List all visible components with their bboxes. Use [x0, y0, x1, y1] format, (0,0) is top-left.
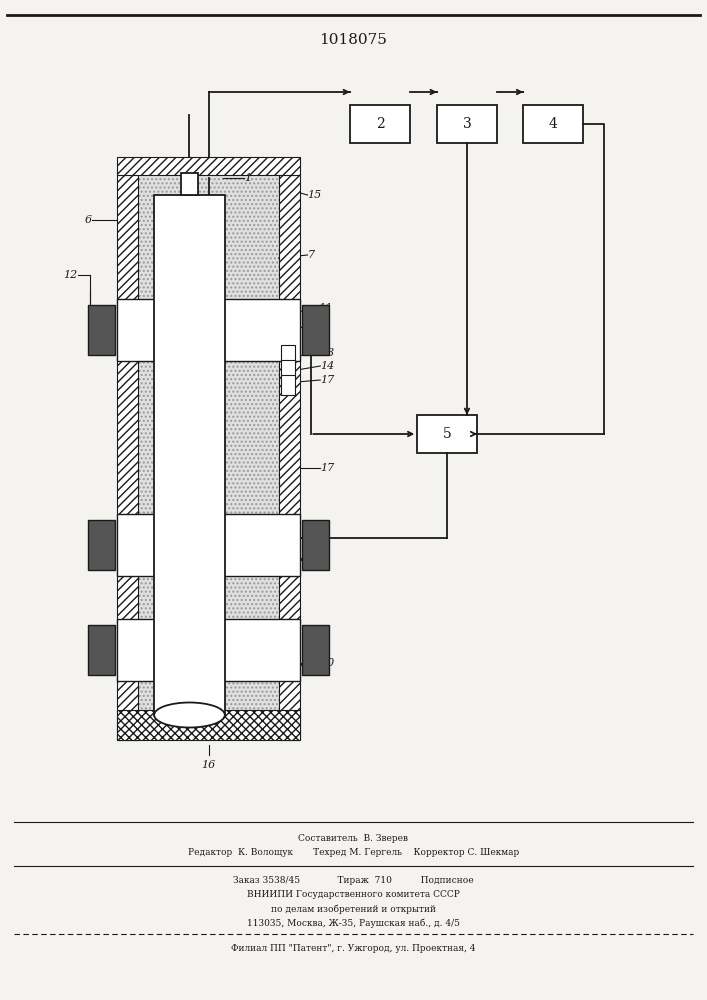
Bar — [117, 619, 300, 681]
Bar — [437, 105, 497, 143]
Text: 4: 4 — [549, 117, 558, 131]
Text: 14: 14 — [320, 361, 334, 371]
Bar — [117, 175, 138, 740]
Text: 12: 12 — [64, 270, 78, 280]
Bar — [281, 345, 295, 365]
Bar — [88, 305, 115, 355]
Text: 5: 5 — [443, 427, 452, 441]
Text: 3: 3 — [462, 117, 472, 131]
Text: Филиал ПП "Патент", г. Ужгород, ул. Проектная, 4: Филиал ПП "Патент", г. Ужгород, ул. Прое… — [231, 944, 476, 953]
Bar — [117, 157, 300, 175]
Text: по делам изобретений и открытий: по делам изобретений и открытий — [271, 904, 436, 914]
Bar — [350, 105, 410, 143]
Bar — [117, 514, 300, 576]
Text: ВНИИПИ Государственного комитета СССР: ВНИИПИ Государственного комитета СССР — [247, 890, 460, 899]
Bar — [279, 175, 300, 740]
Text: и: и — [186, 325, 193, 335]
Bar — [138, 157, 279, 710]
Bar — [88, 520, 115, 570]
Text: 113035, Москва, Ж-35, Раушская наб., д. 4/5: 113035, Москва, Ж-35, Раушская наб., д. … — [247, 918, 460, 928]
Text: 2: 2 — [375, 117, 385, 131]
Bar — [180, 173, 198, 195]
Text: 8: 8 — [320, 320, 327, 330]
Text: 1018075: 1018075 — [320, 33, 387, 47]
Text: 17: 17 — [320, 463, 334, 473]
Text: 6: 6 — [85, 215, 92, 225]
Text: 16: 16 — [201, 760, 216, 770]
Text: 10: 10 — [320, 658, 334, 668]
Ellipse shape — [154, 702, 225, 728]
Bar — [302, 625, 329, 675]
Text: 13: 13 — [320, 348, 334, 358]
Text: Редактор  К. Волощук       Техред М. Гергель    Корректор С. Шекмар: Редактор К. Волощук Техред М. Гергель Ко… — [188, 848, 519, 857]
Bar — [281, 360, 295, 380]
Text: Составитель  В. Зверев: Составитель В. Зверев — [298, 834, 409, 843]
Bar — [302, 305, 329, 355]
Text: 11: 11 — [318, 303, 332, 313]
Text: Заказ 3538/45             Тираж  710          Подписное: Заказ 3538/45 Тираж 710 Подписное — [233, 876, 474, 885]
Bar — [88, 625, 115, 675]
Bar — [154, 195, 225, 715]
Text: 7: 7 — [308, 250, 315, 260]
Bar — [117, 299, 300, 361]
Text: 15: 15 — [308, 190, 322, 200]
Bar — [417, 415, 477, 453]
Text: 9: 9 — [320, 553, 327, 563]
Bar — [302, 520, 329, 570]
Text: 17: 17 — [320, 375, 334, 385]
Bar — [281, 375, 295, 395]
Text: П2: П2 — [181, 645, 198, 655]
Text: 1: 1 — [244, 173, 251, 183]
Bar — [117, 710, 300, 740]
Bar — [523, 105, 583, 143]
Text: П1: П1 — [181, 540, 198, 550]
